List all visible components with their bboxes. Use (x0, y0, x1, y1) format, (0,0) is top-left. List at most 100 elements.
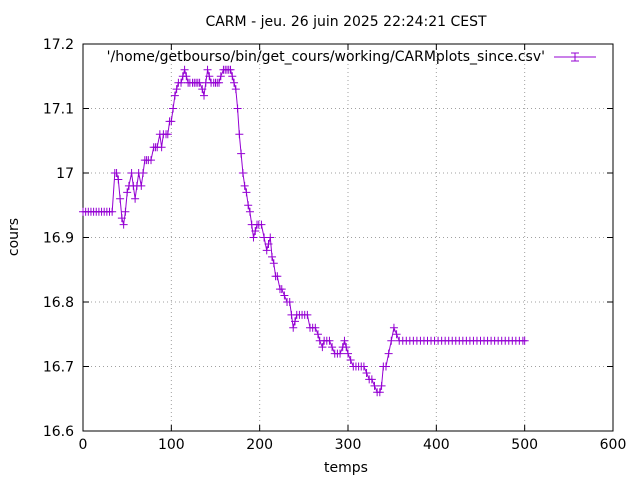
data-point (233, 104, 242, 113)
data-point (169, 104, 178, 113)
data-point (127, 169, 136, 177)
data-point (359, 362, 368, 371)
data-point (226, 65, 235, 74)
data-point (228, 72, 237, 81)
y-tick-label: 16.9 (43, 231, 74, 247)
data-point (264, 239, 273, 248)
data-point (182, 72, 191, 81)
data-point (114, 175, 123, 184)
data-point (170, 91, 179, 100)
data-point (108, 207, 117, 216)
data-point (119, 220, 128, 229)
data-point (370, 381, 379, 390)
data-point (163, 130, 172, 139)
data-point (285, 298, 294, 306)
data-point (147, 156, 156, 165)
data-point (318, 343, 327, 352)
data-point (180, 65, 189, 74)
data-point (266, 233, 275, 242)
data-point (387, 336, 396, 345)
data-point (139, 169, 148, 177)
data-point (291, 317, 299, 326)
data-point (230, 78, 239, 87)
legend-label: '/home/getbourso/bin/get_cours/working/C… (107, 49, 545, 65)
data-point (328, 343, 337, 352)
data-point (325, 336, 334, 345)
legend-marker (571, 52, 579, 62)
data-point (244, 201, 253, 210)
data-point (116, 194, 125, 203)
data-point (342, 343, 351, 352)
data-point (257, 220, 266, 229)
x-tick-label: 300 (335, 437, 362, 453)
x-tick-label: 0 (79, 437, 88, 453)
data-point (167, 117, 176, 126)
data-point (362, 368, 371, 377)
data-point (237, 149, 246, 158)
data-point (262, 246, 271, 255)
x-tick-label: 100 (158, 437, 185, 453)
data-point (340, 336, 349, 345)
data-point (268, 252, 277, 261)
data-point (200, 91, 209, 100)
data-point (177, 78, 186, 87)
data-point (216, 72, 225, 81)
data-point (172, 85, 181, 94)
data-point (277, 285, 286, 294)
x-tick-label: 600 (600, 437, 627, 453)
data-point (198, 85, 207, 94)
data-point (367, 375, 376, 384)
data-point (121, 207, 130, 216)
data-point (231, 85, 240, 94)
axis-ticks: 0 100 200 300 400 500 600 16.6 16.7 16.8 16.9 17 17.… (43, 37, 627, 453)
data-point (273, 272, 282, 281)
data-point (381, 362, 390, 371)
data-point (137, 181, 146, 190)
x-tick-label: 400 (423, 437, 450, 453)
data-point (112, 169, 121, 177)
y-tick-label: 17 (56, 166, 74, 182)
data-point (280, 291, 289, 300)
data-point (240, 181, 249, 190)
data-point (205, 72, 214, 81)
legend: '/home/getbourso/bin/get_cours/working/C… (107, 49, 596, 65)
series-layer (79, 65, 529, 397)
data-point (157, 143, 166, 152)
data-point (235, 130, 244, 139)
plot-frame (82, 43, 614, 432)
y-tick-label: 16.6 (43, 424, 74, 440)
data-point (131, 194, 140, 203)
data-point (384, 349, 393, 358)
data-point (520, 336, 529, 345)
data-point (313, 330, 322, 339)
data-point (389, 323, 398, 332)
data-point (249, 233, 258, 242)
y-axis-label: cours (6, 218, 22, 256)
y-tick-label: 17.2 (43, 37, 74, 53)
data-point (377, 381, 386, 390)
data-point (117, 214, 126, 223)
data-point (392, 330, 401, 339)
y-tick-label: 16.8 (43, 295, 74, 311)
data-point (311, 323, 320, 332)
data-point (344, 349, 352, 358)
data-point (289, 323, 298, 332)
data-point (203, 65, 212, 74)
data-point (269, 259, 278, 268)
data-point (238, 169, 247, 177)
data-point (123, 188, 132, 197)
data-point (346, 356, 355, 365)
y-tick-label: 16.7 (43, 360, 74, 376)
data-point (242, 188, 251, 197)
data-point (215, 78, 224, 87)
y-tick-label: 17.1 (43, 102, 74, 118)
chart-title: CARM - jeu. 26 juin 2025 22:24:21 CEST (205, 14, 487, 30)
data-point (251, 227, 260, 236)
data-point (375, 388, 384, 397)
x-tick-label: 500 (511, 437, 538, 453)
data-point (245, 207, 254, 216)
data-point (303, 310, 312, 319)
x-tick-label: 200 (246, 437, 273, 453)
